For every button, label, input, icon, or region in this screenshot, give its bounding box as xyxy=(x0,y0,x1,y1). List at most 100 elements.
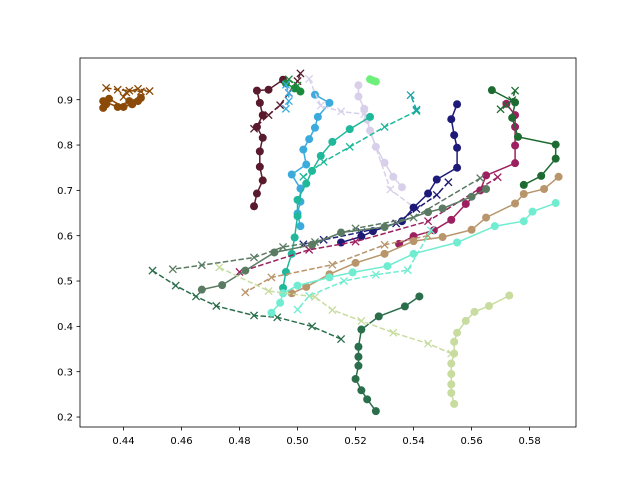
data-point xyxy=(380,249,389,258)
series-26 xyxy=(267,199,560,317)
data-point xyxy=(284,75,293,84)
data-point xyxy=(290,233,299,242)
data-point xyxy=(325,273,334,282)
x-tick-label: 0.46 xyxy=(170,436,192,447)
data-point xyxy=(212,301,221,311)
series-19 xyxy=(241,231,433,297)
x-tick-label: 0.52 xyxy=(344,436,366,447)
data-point xyxy=(316,151,325,160)
data-point xyxy=(351,224,360,233)
data-point xyxy=(490,222,499,231)
data-point xyxy=(305,135,314,144)
data-point xyxy=(487,86,496,95)
data-point xyxy=(447,215,456,224)
data-point xyxy=(519,180,528,189)
data-point xyxy=(482,185,491,194)
series-5 xyxy=(284,75,302,90)
data-point xyxy=(310,123,319,132)
series-line xyxy=(152,269,342,340)
series-23 xyxy=(168,174,485,274)
data-point xyxy=(125,97,134,106)
data-point xyxy=(380,240,389,249)
data-point xyxy=(438,233,447,242)
data-point xyxy=(467,192,476,201)
data-point xyxy=(241,288,250,297)
data-point xyxy=(461,316,470,325)
series-line xyxy=(357,85,403,188)
series-13 xyxy=(406,91,421,114)
y-tick-label: 0.3 xyxy=(57,367,73,378)
series-line xyxy=(491,89,557,186)
data-point xyxy=(444,178,453,187)
series-17 xyxy=(235,173,502,277)
data-point xyxy=(113,85,122,94)
data-point xyxy=(302,282,311,291)
data-point xyxy=(336,107,346,116)
data-point xyxy=(482,213,491,222)
data-point xyxy=(371,407,380,416)
series-25 xyxy=(148,266,346,344)
data-point xyxy=(389,328,398,337)
data-point xyxy=(215,263,224,272)
data-point xyxy=(293,195,302,204)
y-axis: 0.2 0.3 0.4 0.5 0.6 0.7 0.8 0.9 xyxy=(57,95,80,424)
data-point xyxy=(409,249,418,258)
data-point xyxy=(255,147,264,156)
data-point xyxy=(255,98,264,107)
data-point xyxy=(429,226,438,235)
data-point xyxy=(252,189,261,198)
data-point xyxy=(249,253,259,262)
data-point xyxy=(354,361,363,370)
data-point xyxy=(424,208,433,217)
data-point xyxy=(447,359,456,368)
data-point xyxy=(453,100,462,109)
series-7 xyxy=(287,90,334,231)
series-28 xyxy=(447,291,514,408)
y-tick-label: 0.7 xyxy=(57,186,73,197)
data-point xyxy=(310,292,320,301)
data-point xyxy=(293,81,302,90)
data-point xyxy=(371,142,380,151)
data-point xyxy=(281,79,290,88)
data-point xyxy=(461,199,470,208)
series-line xyxy=(302,110,417,178)
data-point xyxy=(133,84,143,93)
series-6 xyxy=(366,75,380,86)
data-point xyxy=(447,380,456,389)
series-9 xyxy=(354,81,406,192)
x-tick-label: 0.48 xyxy=(228,436,250,447)
data-point xyxy=(264,111,273,120)
series-12 xyxy=(299,106,421,181)
data-point xyxy=(296,69,305,78)
data-point xyxy=(241,266,250,275)
data-point xyxy=(424,339,433,348)
data-point xyxy=(305,74,314,83)
data-point xyxy=(281,80,291,89)
data-point xyxy=(511,141,520,150)
data-point xyxy=(476,174,485,183)
data-point xyxy=(249,124,259,133)
series-line xyxy=(450,294,510,405)
series-line xyxy=(285,84,290,110)
data-point xyxy=(171,281,180,290)
x-tick-label: 0.54 xyxy=(402,436,424,447)
data-point xyxy=(412,204,421,214)
data-point xyxy=(145,87,154,96)
data-point xyxy=(354,81,363,90)
data-point xyxy=(400,302,409,311)
data-point xyxy=(453,163,462,172)
data-point xyxy=(511,199,520,208)
data-point xyxy=(319,157,328,166)
series-8 xyxy=(281,80,293,113)
data-point xyxy=(293,212,302,221)
data-point xyxy=(345,125,354,134)
data-point xyxy=(354,342,363,351)
y-tick-label: 0.5 xyxy=(57,277,73,288)
data-point xyxy=(380,122,389,131)
data-point xyxy=(453,328,462,337)
data-point xyxy=(432,175,441,184)
data-point xyxy=(278,242,288,252)
data-point xyxy=(357,316,366,325)
data-point xyxy=(136,93,145,102)
data-point xyxy=(351,258,360,267)
